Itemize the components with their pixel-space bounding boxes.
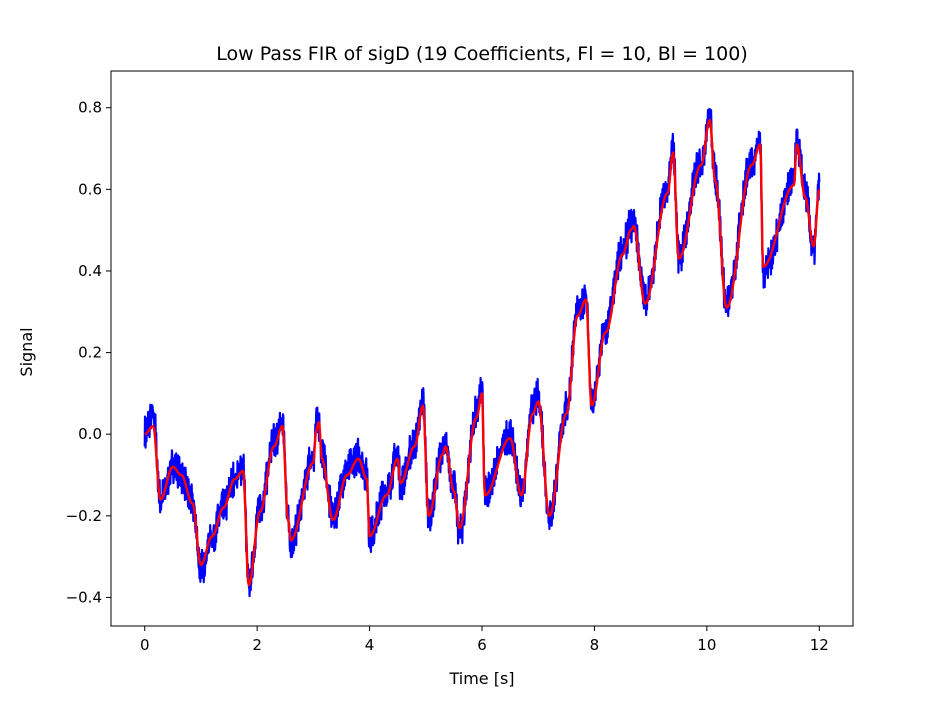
y-tick-label: 0.8 xyxy=(78,99,102,117)
y-axis-label: Signal xyxy=(17,327,36,376)
filtered-signal-line xyxy=(144,118,821,587)
x-tick-label: 2 xyxy=(252,636,262,654)
y-tick-label: 0.0 xyxy=(78,425,102,443)
x-tick-label: 8 xyxy=(590,636,600,654)
x-axis-label: Time [s] xyxy=(448,669,514,688)
x-axis: 0 2 4 6 8 10 12 xyxy=(140,626,829,654)
series-layer xyxy=(143,108,821,598)
y-tick-label: 0.6 xyxy=(78,180,102,198)
x-tick-label: 0 xyxy=(140,636,150,654)
y-axis: −0.4 −0.2 0.0 0.2 0.4 0.6 0.8 xyxy=(66,99,111,606)
plot-area xyxy=(110,70,854,627)
x-tick-label: 6 xyxy=(477,636,487,654)
x-tick-label: 12 xyxy=(810,636,829,654)
x-tick-label: 10 xyxy=(697,636,716,654)
y-tick-label: −0.2 xyxy=(66,507,102,525)
chart-title: Low Pass FIR of sigD (19 Coefficients, F… xyxy=(216,43,748,65)
y-tick-label: 0.4 xyxy=(78,262,102,280)
y-tick-label: 0.2 xyxy=(78,344,102,362)
plot-frame xyxy=(110,70,854,627)
x-tick-label: 4 xyxy=(365,636,375,654)
y-tick-label: −0.4 xyxy=(66,588,102,606)
